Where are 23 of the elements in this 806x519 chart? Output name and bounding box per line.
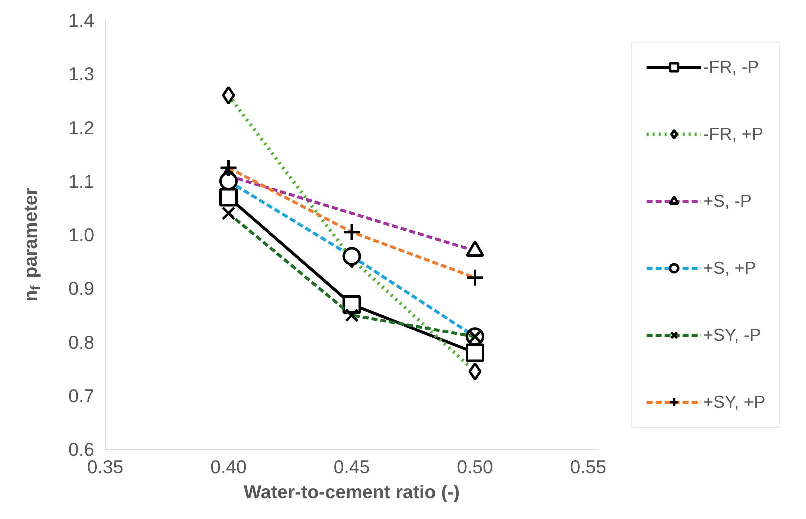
y-axis-title: nf parameter (20, 188, 43, 302)
y-tick-label: 1.3 (68, 64, 95, 85)
legend-label: +S, +P (703, 258, 756, 278)
point (342, 295, 362, 314)
point (466, 344, 484, 362)
x-tick-label: 0.55 (570, 456, 606, 478)
legend-label: +SY, +P (703, 392, 766, 412)
y-tick-label: 1.4 (68, 10, 95, 31)
y-tick-label: 1.0 (68, 224, 95, 246)
x-axis-title: Water-to-cement ratio (-) (244, 482, 460, 502)
y-tick-label: 1.1 (68, 170, 95, 192)
legend-label: +S, -P (703, 190, 752, 212)
x-tick-label: 0.45 (334, 456, 370, 478)
point (220, 188, 238, 207)
y-tick-label: 1.2 (68, 117, 95, 138)
legend-label: -FR, -P (703, 56, 760, 78)
x-tick-label: 0.50 (457, 456, 494, 478)
legend-label: -FR, +P (703, 124, 764, 144)
y-tick-label: 0.7 (68, 385, 95, 406)
legend-label: +SY, -P (703, 324, 762, 346)
y-tick-label: 0.9 (68, 278, 95, 300)
y-tick-label: 0.8 (68, 332, 95, 353)
x-tick-label: 0.40 (210, 456, 247, 478)
